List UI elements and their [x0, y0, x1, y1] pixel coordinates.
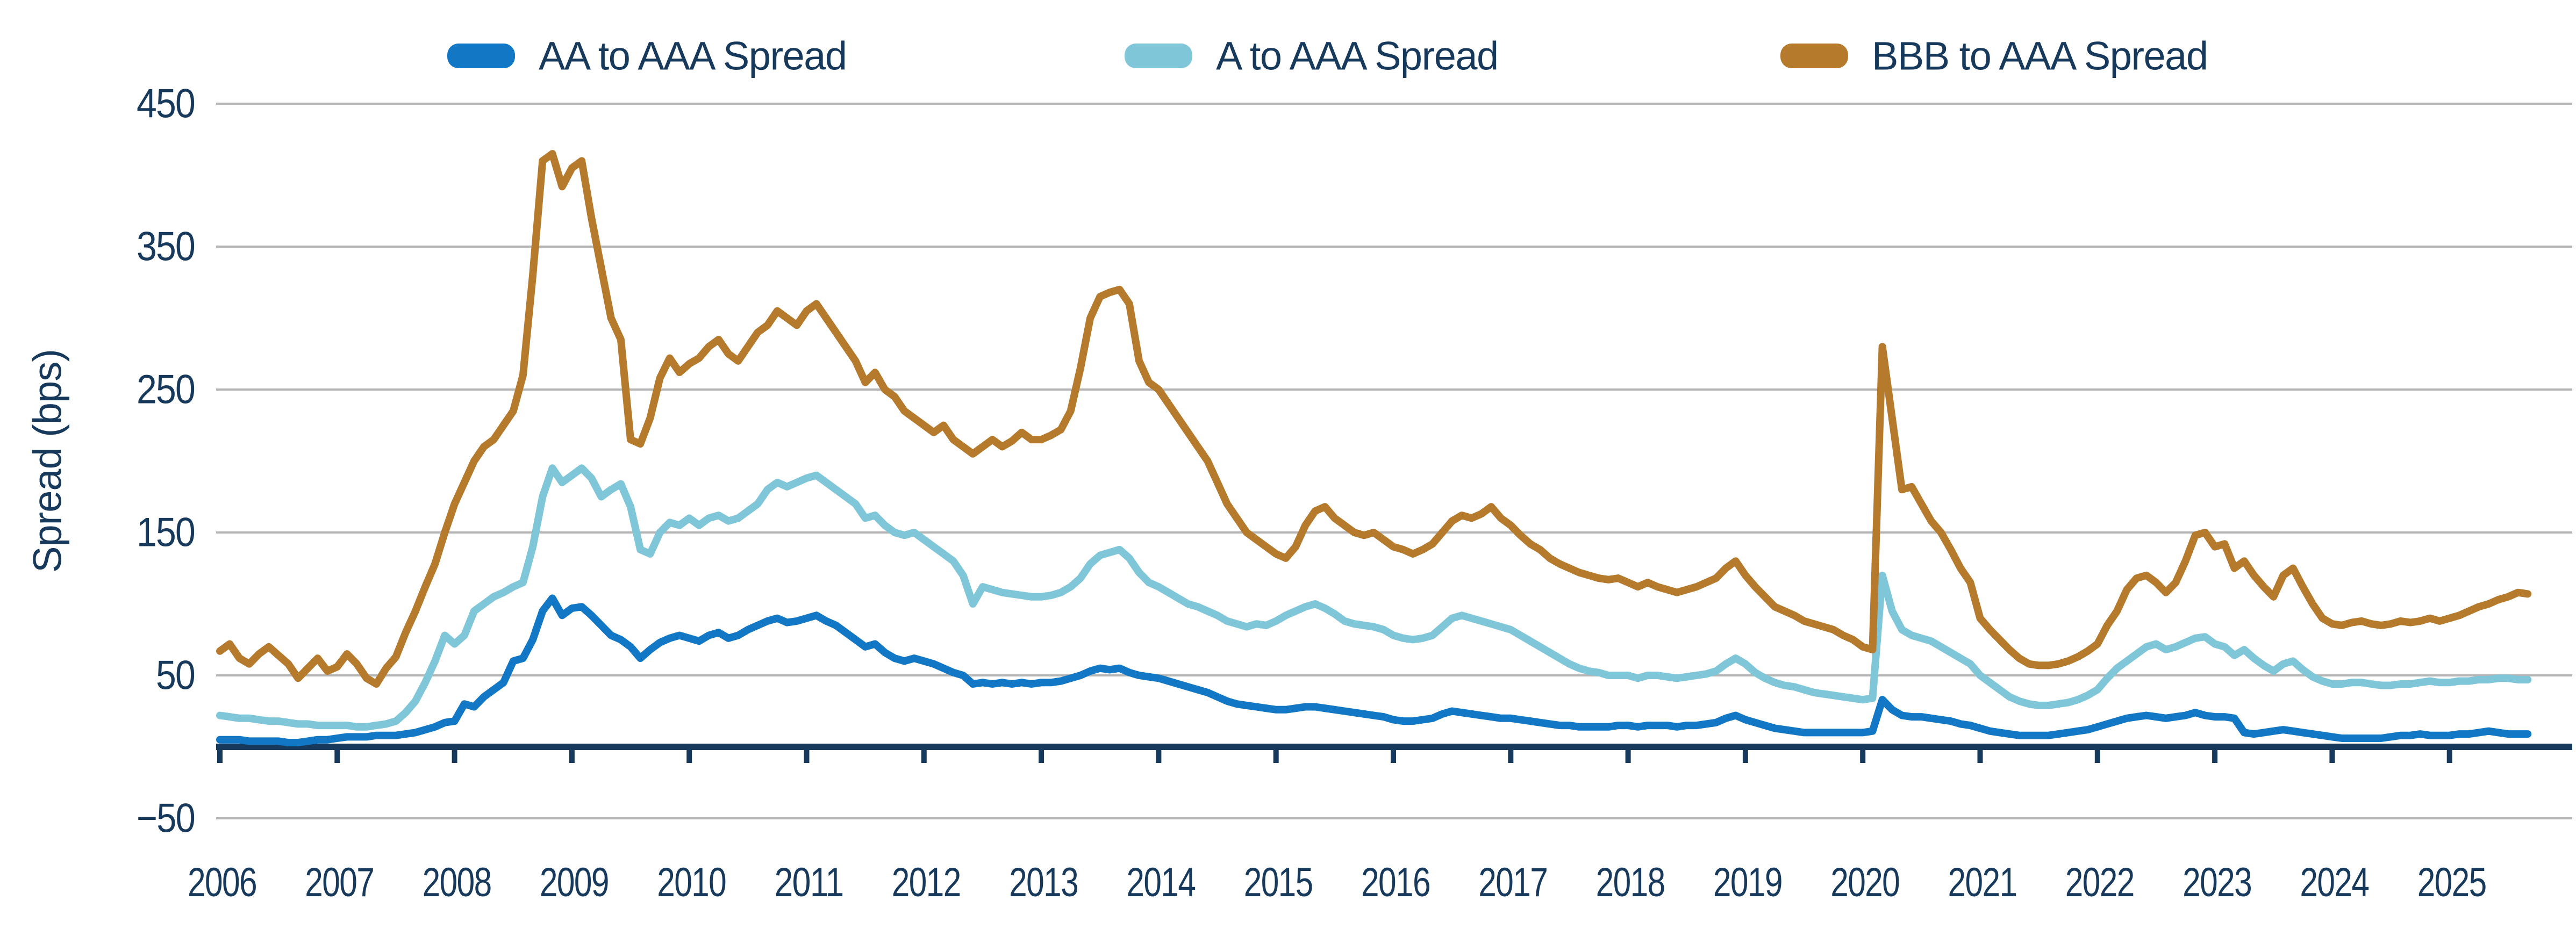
x-tick-label-2012: 2012: [892, 860, 961, 905]
legend: AA to AAA Spread A to AAA Spread BBB to …: [447, 34, 2208, 78]
x-tick-label-2017: 2017: [1478, 860, 1547, 905]
legend-swatch-a-icon: [1125, 44, 1192, 68]
x-tick-label-2024: 2024: [2300, 860, 2369, 905]
x-tick-label-2009: 2009: [540, 860, 609, 905]
x-tick-label-2011: 2011: [775, 860, 843, 905]
x-tick-label-2013: 2013: [1009, 860, 1078, 905]
y-axis-title: Spread (bps): [25, 349, 70, 573]
series-line-aa-to-aaa-spread: [216, 594, 2532, 746]
x-axis: [216, 744, 2572, 763]
x-tick-label-2025: 2025: [2417, 860, 2486, 905]
series-lines: [216, 150, 2532, 746]
legend-item-a-to-aaa: A to AAA Spread: [1125, 34, 1499, 78]
x-axis-tick-labels: 2006 2007 2008 2009 2010 2011 2012 2013 2014 2015…: [188, 860, 2487, 905]
x-tick-label-2010: 2010: [657, 860, 726, 905]
x-tick-label-2023: 2023: [2183, 860, 2251, 905]
x-tick-label-2018: 2018: [1596, 860, 1665, 905]
x-tick-label-2006: 2006: [188, 860, 256, 905]
x-tick-label-2015: 2015: [1244, 860, 1313, 905]
y-axis-tick-labels: 450 350 250 150 50 −50: [137, 81, 196, 841]
y-tick-label-350: 350: [137, 224, 195, 270]
y-tick-label--50: −50: [137, 796, 195, 841]
x-tick-label-2008: 2008: [423, 860, 491, 905]
y-tick-label-150: 150: [137, 510, 195, 556]
x-tick-label-2014: 2014: [1126, 860, 1196, 905]
legend-label-bbb: BBB to AAA Spread: [1872, 34, 2208, 78]
legend-swatch-aa-icon: [447, 44, 515, 68]
x-tick-label-2022: 2022: [2065, 860, 2134, 905]
y-tick-label-50: 50: [156, 653, 195, 698]
x-tick-label-2016: 2016: [1361, 860, 1430, 905]
x-tick-label-2021: 2021: [1948, 860, 2017, 905]
y-tick-label-250: 250: [137, 367, 195, 413]
y-tick-label-450: 450: [137, 81, 195, 127]
legend-label-a: A to AAA Spread: [1216, 34, 1498, 78]
x-tick-label-2020: 2020: [1830, 860, 1899, 905]
series-line-bbb-to-aaa-spread: [216, 150, 2532, 688]
x-tick-label-2019: 2019: [1713, 860, 1782, 905]
legend-item-bbb-to-aaa: BBB to AAA Spread: [1780, 34, 2208, 78]
series-line-a-to-aaa-spread: [216, 464, 2532, 731]
x-tick-label-2007: 2007: [305, 860, 374, 905]
gridlines: [216, 103, 2572, 819]
legend-item-aa-to-aaa: AA to AAA Spread: [447, 34, 847, 78]
legend-label-aa: AA to AAA Spread: [539, 34, 847, 78]
legend-swatch-bbb-icon: [1780, 44, 1848, 68]
